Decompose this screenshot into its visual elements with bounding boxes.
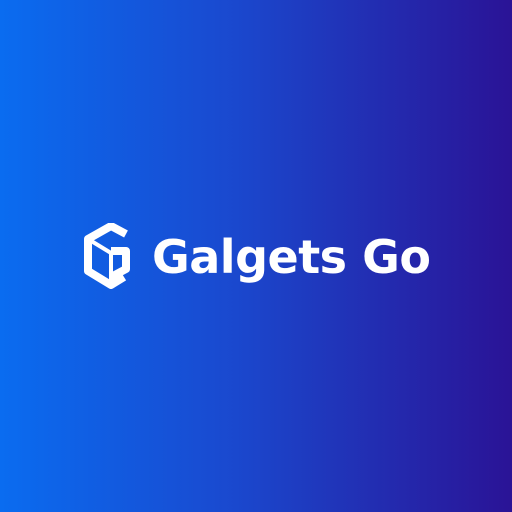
brand-name: Galgets Go <box>152 234 430 280</box>
brand-lockup: Galgets Go <box>84 220 430 292</box>
hexagon-g-logo-icon <box>84 223 138 289</box>
